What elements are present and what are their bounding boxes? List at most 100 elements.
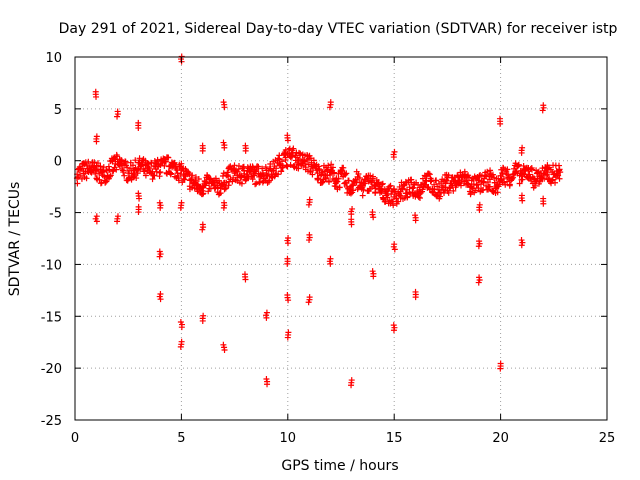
outlier-point bbox=[349, 205, 356, 212]
outlier-point bbox=[93, 133, 100, 140]
outlier-point bbox=[263, 376, 270, 383]
data-point bbox=[235, 163, 242, 170]
chart-title: Day 291 of 2021, Sidereal Day-to-day VTE… bbox=[59, 21, 618, 37]
outlier-point bbox=[263, 309, 270, 316]
y-tick-label: -5 bbox=[49, 207, 62, 222]
data-point bbox=[124, 164, 131, 171]
outlier-point bbox=[200, 312, 207, 319]
trend-point bbox=[384, 190, 391, 197]
data-point bbox=[379, 180, 386, 187]
data-point bbox=[445, 172, 452, 179]
trend-point bbox=[410, 184, 417, 191]
trend-point bbox=[301, 158, 308, 165]
data-point bbox=[314, 176, 321, 183]
outlier-point bbox=[412, 288, 419, 295]
trend-point bbox=[144, 168, 151, 175]
trend-point bbox=[231, 170, 238, 177]
y-tick-label: -15 bbox=[41, 310, 62, 325]
data-point bbox=[494, 189, 501, 196]
trend-point bbox=[131, 167, 138, 174]
trend-point bbox=[218, 181, 225, 188]
data-point bbox=[532, 182, 539, 189]
data-point bbox=[325, 177, 332, 184]
data-point bbox=[475, 185, 482, 192]
outlier-point bbox=[199, 142, 206, 149]
data-point bbox=[315, 175, 322, 182]
trend-point bbox=[161, 162, 168, 169]
data-point bbox=[129, 162, 136, 169]
data-point bbox=[178, 160, 185, 167]
data-point bbox=[353, 179, 360, 186]
trend-point bbox=[423, 173, 430, 180]
data-point bbox=[238, 180, 245, 187]
data-point bbox=[189, 184, 196, 191]
data-point bbox=[416, 194, 423, 201]
outlier-point bbox=[156, 199, 163, 206]
data-point bbox=[536, 178, 543, 185]
outlier-point bbox=[369, 268, 376, 275]
data-point bbox=[212, 175, 219, 182]
data-point bbox=[548, 177, 555, 184]
y-tick-label: -20 bbox=[41, 362, 62, 377]
data-point bbox=[382, 198, 389, 205]
trend-point bbox=[557, 169, 564, 176]
data-point bbox=[427, 178, 434, 185]
trend-point bbox=[199, 183, 206, 190]
data-point bbox=[168, 170, 175, 177]
data-point bbox=[273, 165, 280, 172]
outlier-point bbox=[177, 318, 184, 325]
data-point bbox=[355, 170, 362, 177]
outlier-point bbox=[220, 341, 227, 348]
trend-point bbox=[435, 186, 442, 193]
data-point bbox=[359, 192, 366, 199]
trend-point bbox=[359, 184, 366, 191]
trend-point bbox=[531, 176, 538, 183]
outlier-point bbox=[369, 209, 376, 216]
data-point bbox=[189, 172, 196, 179]
data-point bbox=[336, 184, 343, 191]
data-point bbox=[205, 188, 212, 195]
outlier-point bbox=[178, 338, 185, 345]
data-point bbox=[387, 182, 394, 189]
data-point bbox=[216, 177, 223, 184]
trend-point bbox=[137, 162, 144, 169]
data-point bbox=[287, 161, 294, 168]
data-point bbox=[425, 183, 432, 190]
outlier-point bbox=[306, 231, 313, 238]
outlier-point bbox=[391, 241, 398, 248]
data-point bbox=[290, 145, 297, 152]
trend-point bbox=[525, 168, 532, 175]
data-point bbox=[202, 178, 209, 185]
data-point bbox=[278, 168, 285, 175]
data-point bbox=[310, 157, 317, 164]
outlier-point bbox=[518, 237, 525, 244]
data-point bbox=[487, 167, 494, 174]
data-point bbox=[445, 189, 452, 196]
data-point bbox=[549, 176, 556, 183]
trend-point bbox=[333, 178, 340, 185]
y-tick-label: 5 bbox=[54, 103, 62, 118]
outlier-point bbox=[285, 234, 292, 241]
data-point bbox=[134, 170, 141, 177]
trend-point bbox=[372, 182, 379, 189]
grid-lines bbox=[75, 57, 607, 420]
trend-point bbox=[193, 182, 200, 189]
trend-point bbox=[289, 153, 296, 160]
outlier-point bbox=[156, 248, 163, 255]
data-point bbox=[186, 171, 193, 178]
data-point bbox=[556, 166, 563, 173]
outlier-point bbox=[476, 201, 483, 208]
data-point bbox=[526, 171, 533, 178]
data-point bbox=[83, 175, 90, 182]
data-point bbox=[375, 179, 382, 186]
data-point bbox=[450, 187, 457, 194]
data-point bbox=[95, 160, 102, 167]
data-point bbox=[544, 165, 551, 172]
data-point bbox=[194, 181, 201, 188]
data-point bbox=[171, 159, 178, 166]
trend-point bbox=[550, 171, 557, 178]
data-point bbox=[433, 177, 440, 184]
data-point bbox=[222, 183, 229, 190]
outlier-point bbox=[157, 290, 164, 297]
trend-point bbox=[212, 184, 219, 191]
